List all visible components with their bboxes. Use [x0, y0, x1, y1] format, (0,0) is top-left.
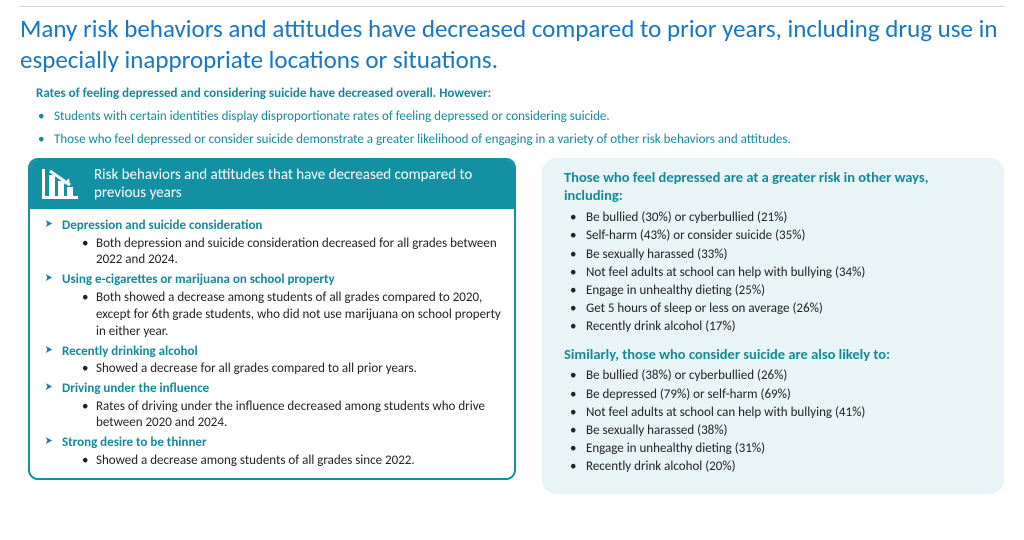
risk-item: Not feel adults at school can help with … — [570, 404, 986, 422]
decrease-list: Depression and suicide consideration Bot… — [44, 217, 504, 470]
intro-bullet: Students with certain identities display… — [36, 107, 996, 127]
intro-lead: Rates of feeling depressed and consideri… — [36, 86, 996, 101]
left-column: Risk behaviors and attitudes that have d… — [28, 158, 516, 495]
decrease-item-detail: Both showed a decrease among students of… — [82, 290, 504, 341]
depressed-list: Be bullied (30%) or cyberbullied (21%) S… — [570, 209, 986, 336]
suicide-heading: Similarly, those who consider suicide ar… — [564, 345, 986, 364]
page-title: Many risk behaviors and attitudes have d… — [20, 13, 1004, 76]
decrease-item-label: Depression and suicide consideration — [62, 217, 504, 235]
suicide-list: Be bullied (38%) or cyberbullied (26%) B… — [570, 367, 986, 476]
risk-item: Not feel adults at school can help with … — [570, 264, 986, 282]
bar-chart-down-icon — [40, 167, 80, 201]
decrease-panel: Risk behaviors and attitudes that have d… — [28, 158, 516, 480]
right-column: Those who feel depressed are at a greate… — [542, 158, 1004, 495]
risk-item: Be sexually harassed (38%) — [570, 422, 986, 440]
decrease-panel-body: Depression and suicide consideration Bot… — [30, 209, 514, 478]
risk-item: Engage in unhealthy dieting (25%) — [570, 282, 986, 300]
decrease-item-detail: Rates of driving under the influence dec… — [82, 399, 504, 433]
decrease-panel-title: Risk behaviors and attitudes that have d… — [94, 166, 502, 204]
decrease-panel-header: Risk behaviors and attitudes that have d… — [30, 160, 514, 210]
top-rule — [20, 6, 1004, 7]
decrease-item: Recently drinking alcohol Showed a decre… — [44, 343, 504, 378]
risk-item: Get 5 hours of sleep or less on average … — [570, 300, 986, 318]
decrease-item-detail: Both depression and suicide consideratio… — [82, 236, 504, 270]
columns: Risk behaviors and attitudes that have d… — [28, 158, 1004, 495]
decrease-item: Strong desire to be thinner Showed a dec… — [44, 434, 504, 469]
decrease-item-label: Using e-cigarettes or marijuana on schoo… — [62, 271, 504, 289]
intro-block: Rates of feeling depressed and consideri… — [36, 86, 996, 150]
risk-item: Be sexually harassed (33%) — [570, 246, 986, 264]
decrease-item: Using e-cigarettes or marijuana on schoo… — [44, 271, 504, 340]
decrease-item-detail: Showed a decrease for all grades compare… — [82, 361, 504, 378]
decrease-item: Depression and suicide consideration Bot… — [44, 217, 504, 269]
depressed-heading: Those who feel depressed are at a greate… — [564, 168, 986, 206]
decrease-item-detail: Showed a decrease among students of all … — [82, 453, 504, 470]
risk-item: Be depressed (79%) or self-harm (69%) — [570, 386, 986, 404]
risk-item: Recently drink alcohol (17%) — [570, 318, 986, 336]
intro-list: Students with certain identities display… — [36, 107, 996, 150]
risk-item: Engage in unhealthy dieting (31%) — [570, 440, 986, 458]
risk-item: Self-harm (43%) or consider suicide (35%… — [570, 227, 986, 245]
decrease-item: Driving under the influence Rates of dri… — [44, 380, 504, 432]
risk-item: Be bullied (30%) or cyberbullied (21%) — [570, 209, 986, 227]
decrease-item-label: Strong desire to be thinner — [62, 434, 504, 452]
risk-panel: Those who feel depressed are at a greate… — [542, 158, 1004, 495]
decrease-item-label: Recently drinking alcohol — [62, 343, 504, 361]
intro-bullet: Those who feel depressed or consider sui… — [36, 130, 996, 150]
risk-item: Be bullied (38%) or cyberbullied (26%) — [570, 367, 986, 385]
risk-item: Recently drink alcohol (20%) — [570, 458, 986, 476]
decrease-item-label: Driving under the influence — [62, 380, 504, 398]
